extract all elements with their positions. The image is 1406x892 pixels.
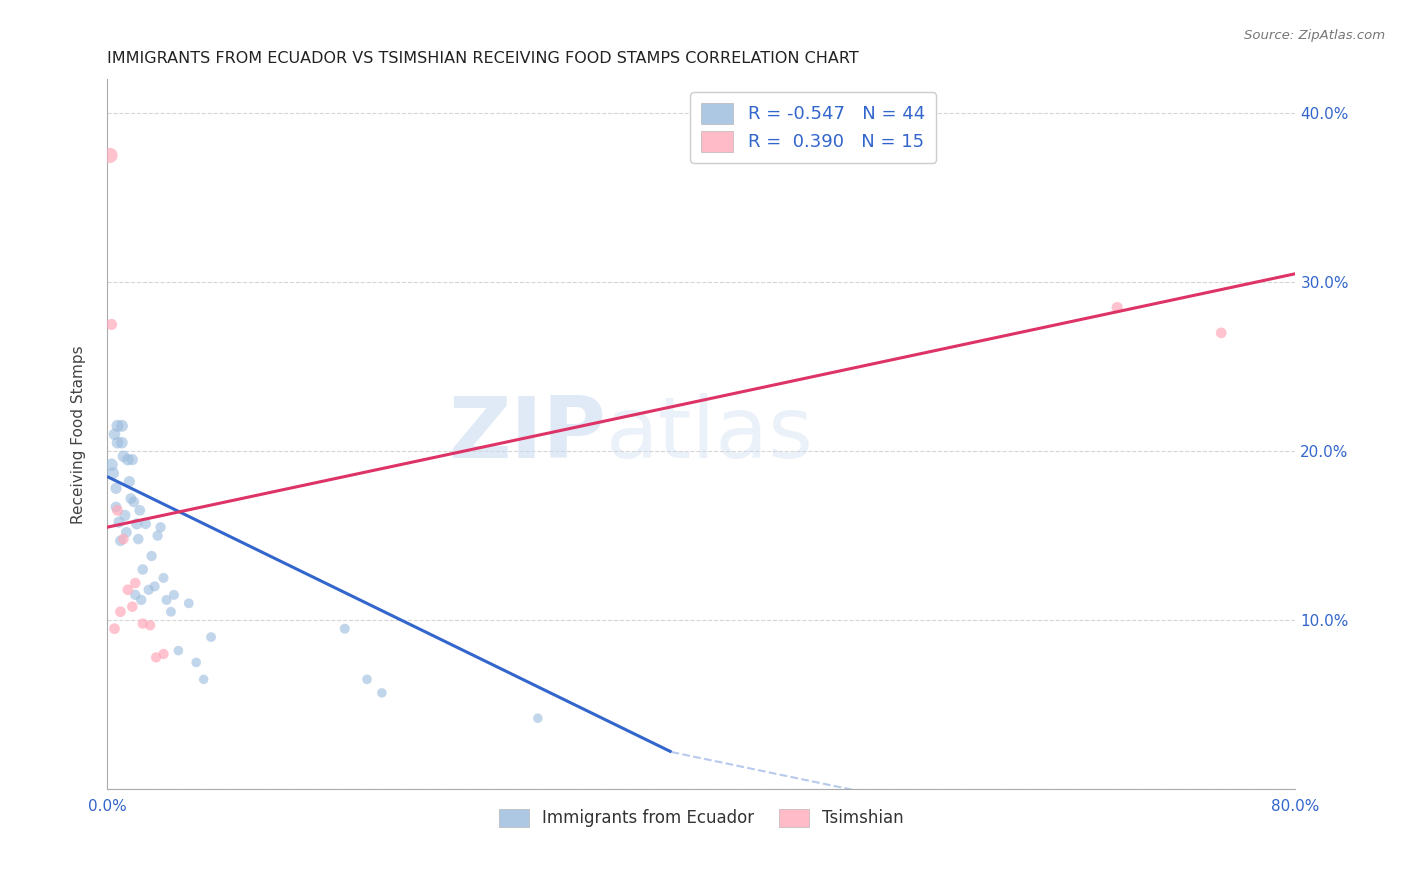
Point [122,495,145,509]
Point [167,643,190,657]
Point [107,503,129,517]
Point [101,466,124,480]
Point [371,686,394,700]
Point [110,605,132,619]
Point [108,515,131,529]
Point [112,449,135,463]
Point [527,711,550,725]
Text: ZIP: ZIP [449,392,606,475]
Text: IMMIGRANTS FROM ECUADOR VS TSIMSHIAN RECEIVING FOOD STAMPS CORRELATION CHART: IMMIGRANTS FROM ECUADOR VS TSIMSHIAN REC… [107,51,859,66]
Point [104,481,127,495]
Point [121,599,143,614]
Point [186,656,208,670]
Point [155,593,177,607]
Point [143,579,166,593]
Y-axis label: Receiving Food Stamps: Receiving Food Stamps [72,345,86,524]
Point [124,588,146,602]
Point [141,549,163,563]
Point [111,418,134,433]
Point [145,650,167,665]
Point [107,418,129,433]
Point [100,318,122,332]
Point [104,500,127,514]
Point [121,452,143,467]
Point [120,491,142,506]
Point [152,571,174,585]
Point [117,582,139,597]
Point [117,452,139,467]
Point [100,458,122,472]
Point [107,435,129,450]
Point [177,596,200,610]
Point [138,582,160,597]
Point [115,525,138,540]
Point [111,435,134,450]
Text: atlas: atlas [606,392,814,475]
Point [356,673,378,687]
Point [125,516,148,531]
Point [139,618,162,632]
Point [98,148,121,162]
Point [333,622,356,636]
Point [152,647,174,661]
Point [132,562,155,576]
Point [118,475,141,489]
Point [1107,301,1129,315]
Point [160,605,183,619]
Point [112,532,135,546]
Legend: Immigrants from Ecuador, Tsimshian: Immigrants from Ecuador, Tsimshian [492,802,911,834]
Point [1211,326,1233,340]
Point [135,516,157,531]
Point [129,593,152,607]
Point [124,576,146,591]
Text: Source: ZipAtlas.com: Source: ZipAtlas.com [1244,29,1385,42]
Point [146,529,169,543]
Point [103,427,125,442]
Point [193,673,215,687]
Point [110,533,132,548]
Point [163,588,186,602]
Point [128,503,150,517]
Point [127,532,149,546]
Point [200,630,222,644]
Point [149,520,172,534]
Point [103,622,125,636]
Point [114,508,136,523]
Point [132,616,155,631]
